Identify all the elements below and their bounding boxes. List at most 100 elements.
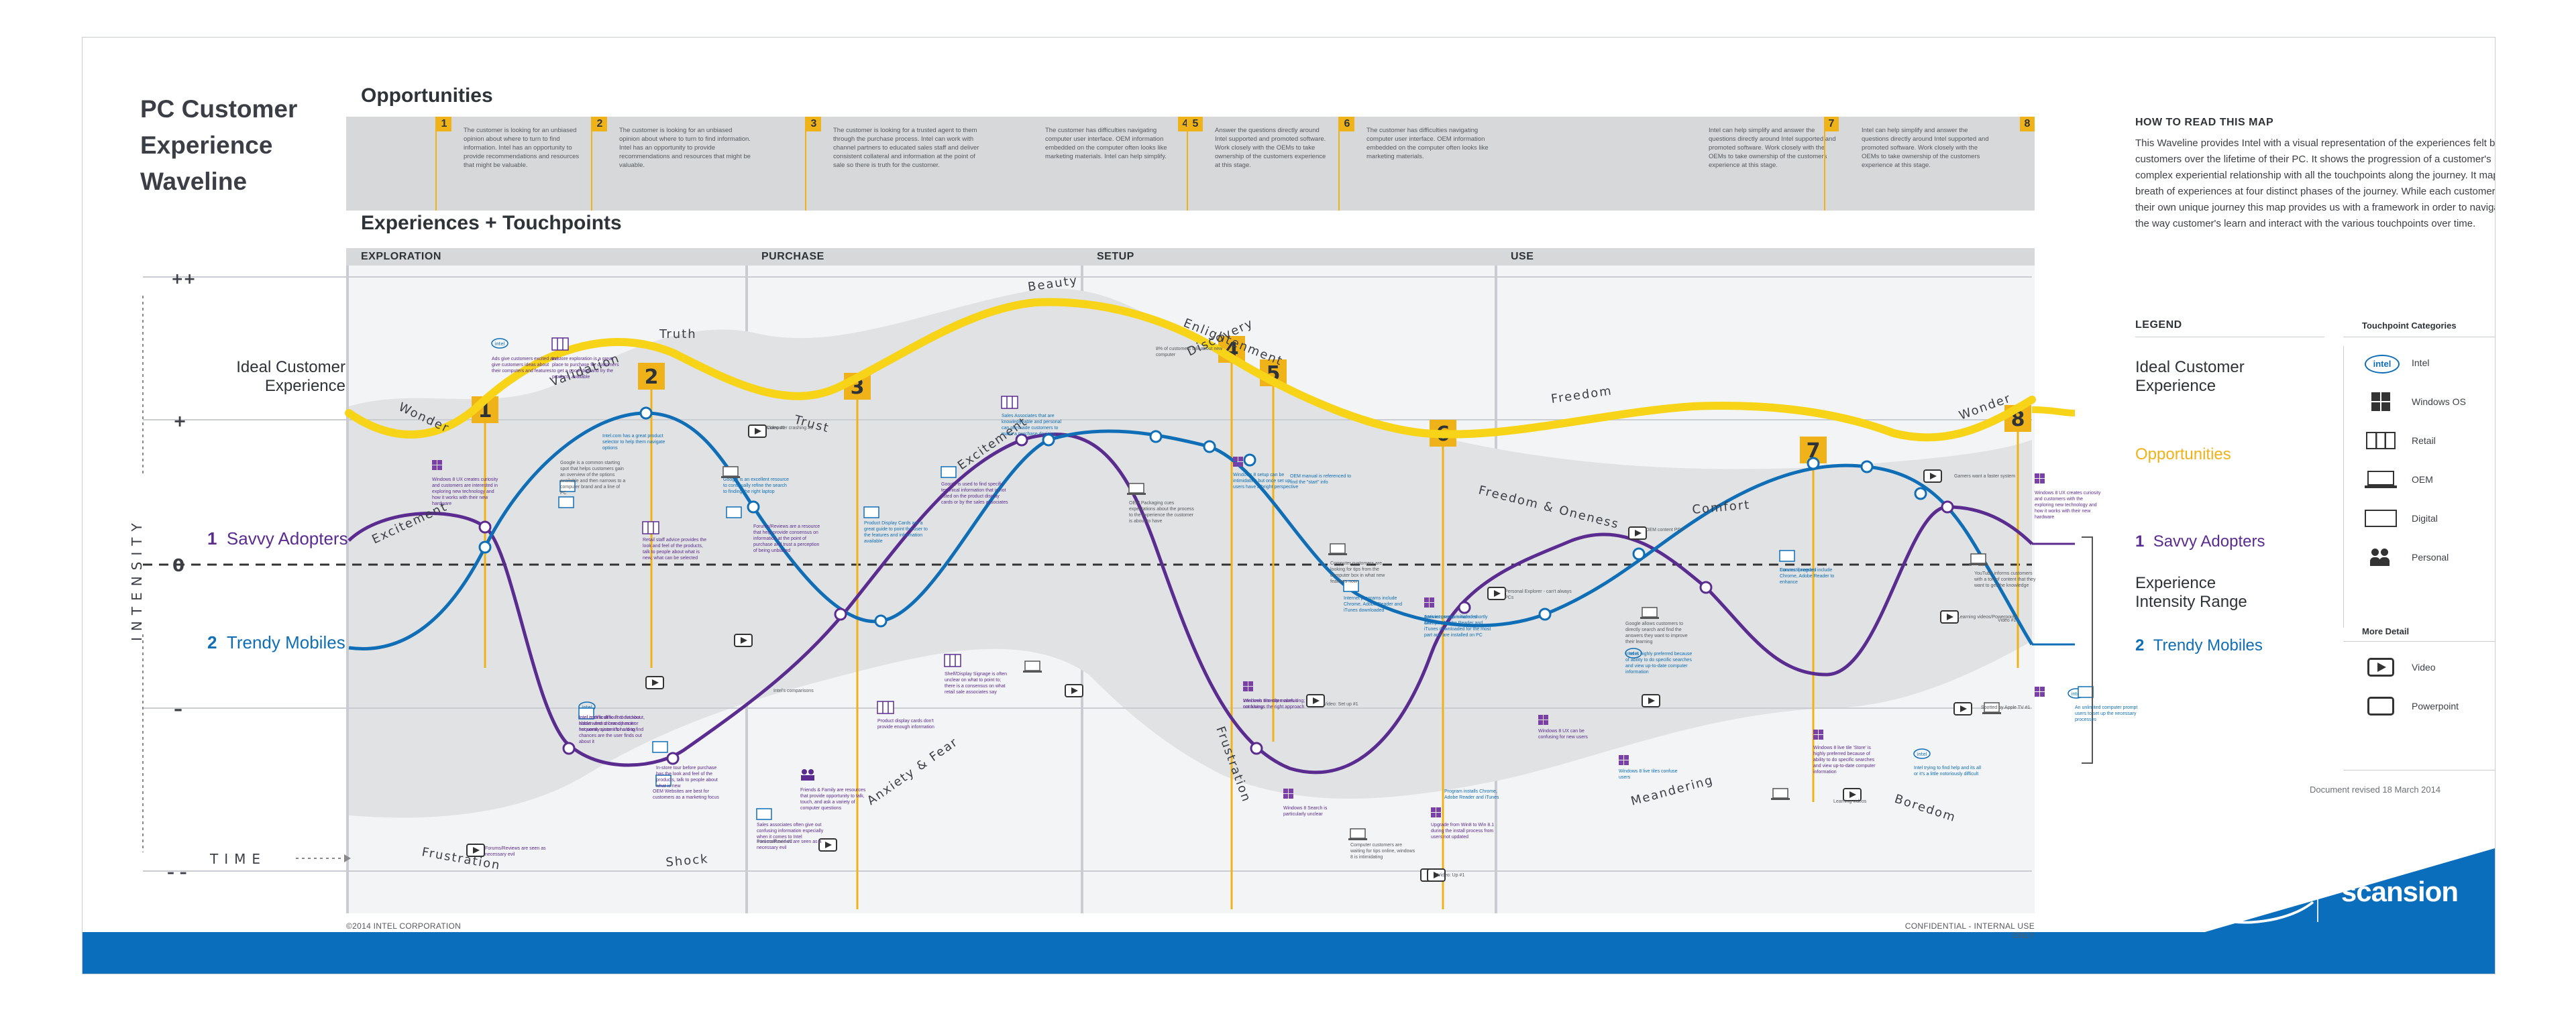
opportunity-card-6: 6 The customer has difficulties navigati… [1338,117,1633,211]
opportunity-text: Intel can help simplify and answer the q… [1862,127,1989,169]
retail-icon [944,654,961,667]
opportunity-text: Intel can help simplify and answer the q… [1709,127,1836,169]
legend-range: Experience Intensity Range [2135,574,2247,611]
howto-title: HOW TO READ THIS MAP [2135,117,2274,128]
touchpoint-note: Intel is difficult to find out about, hi… [579,716,645,732]
trendy-touchpoint [1149,430,1163,443]
howto-text: This Waveline provides Intel with a visu… [2135,137,2496,229]
trendy-touchpoint [1632,547,1646,561]
touchpoint-note: OEM Websites are best for customers as a… [653,789,719,800]
confidential: CONFIDENTIAL - INTERNAL USE ONLY [1904,921,2035,940]
touchpoint-note: Forums/Reviews are a resource that help … [753,524,820,553]
touchpoint-note: Windows 8 UX creates curiosity and custo… [2035,491,2101,520]
touchpoint-note: YouTube informs customers with a ton of … [1974,571,2036,588]
video-icon [645,676,664,689]
savvy-touchpoint [1250,742,1263,755]
legend-category-windows-os: Windows OS [2363,392,2466,412]
legend-more-powerpoint: Powerpoint [2363,695,2459,718]
trendy-touchpoint [1807,457,1820,470]
video-icon [734,634,753,647]
touchpoint-note: Intel is highly preferred because of abi… [1625,652,1693,675]
phase-exploration: EXPLORATION [361,251,441,262]
retail-icon [642,521,659,534]
touchpoint-note: Google is used to find specific technica… [941,482,1008,505]
trendy-touchpoint [1860,460,1874,473]
trendy-text: Trendy Mobiles [226,632,345,652]
trendy-touchpoint [1538,608,1552,621]
touchpoint-note: OEM content PCs [1646,528,1684,532]
windows-icon [1431,807,1441,817]
time-axis-arrow [344,854,351,862]
legend-category-retail: Retail [2363,431,2436,451]
brand-divider [2316,861,2318,922]
touchpoint-icons: intel intel intel intel intel [432,337,2094,882]
laptop-icon [2363,469,2400,490]
digital-icon [756,808,772,820]
video-icon [818,838,837,852]
touchpoint-note: Friends & Family are resources that prov… [800,788,866,811]
touchpoint-note: Personal Explorer - can't always PCs [1505,589,1572,600]
touchpoint-note: Intel web site often confusing; not alwa… [1243,699,1305,709]
touchpoint-note: Shelf/Display Signage is often unclear o… [945,672,1007,695]
touchpoint-note: Google is a common starting spot that he… [560,461,626,496]
windows-icon [1243,681,1253,691]
digital-icon [1343,580,1359,592]
laptop-icon [721,466,740,478]
digital-icon [2078,686,2094,698]
touchpoint-note: OEM Packaging cues expectations about th… [1129,501,1194,524]
touchpoint-note: Sales associates often give out confusin… [757,823,824,840]
trendy-touchpoint-dots [478,406,1927,628]
touchpoint-note: Forums/Reviews are seen as a necessary e… [757,840,822,850]
touchpoint-note: Google is an excellent resource to conti… [723,477,790,494]
intel-logo: intel [2204,869,2294,914]
opportunity-num: 8 [2020,117,2035,131]
opportunity-marker-num: 7 [1807,439,1821,463]
trendy-touchpoint [478,540,492,554]
touchpoint-note: Learning videos [1833,799,1867,804]
touchpoint-note: Video: Up #1 [1438,873,1465,878]
touchpoint-note: Windows 8 live tiles confuse users [1619,769,1678,780]
digital-icon [863,506,879,518]
more-detail-title: More Detail [2362,626,2410,636]
digital-icon [558,496,574,508]
touchpoint-note: Ads give customers excited and give cust… [492,357,558,374]
windows-icon [1233,457,1243,467]
savvy-touchpoint [1941,500,1954,514]
touchpoint-note: Intel's comparisons [773,689,814,693]
windows-icon [2035,473,2045,483]
phase-divider [346,266,349,913]
touchpoint-note: Intel confused #2 [757,840,793,844]
intel-icon: intel [491,338,508,349]
opportunity-num: 3 [806,117,821,131]
categories-title: Touchpoint Categories [2362,321,2457,331]
ideal-word-truth: Truth [659,327,697,341]
legend-more-label: Powerpoint [2412,701,2459,711]
legend-vertical-rule [2343,346,2344,628]
opportunity-num: 6 [1340,117,1354,131]
opportunity-card-1: 1 The customer is looking for an unbiase… [435,117,591,211]
legend-category-label: Windows OS [2412,396,2466,407]
laptop-icon [1023,661,1042,673]
trendy-touchpoint [639,406,653,420]
video-icon [1940,610,1959,624]
savvy-text: Savvy Adopters [226,528,348,549]
opportunity-text: Answer the questions directly around Int… [1215,127,1326,169]
savvy-touchpoint [478,520,492,534]
ideal-legend-connector [2031,406,2076,416]
touchpoint-note: Windows 8 UX creates curiosity and custo… [432,477,498,506]
tick-zero: 0 [172,556,184,576]
ideal-label-left: Ideal Customer Experience [236,358,345,395]
touchpoint-note: Computer crashing #2 [767,426,813,431]
digital-icon [559,480,576,492]
legend-category-label: OEM [2412,474,2433,485]
opportunity-card-3: 3 The customer is looking for a trusted … [805,117,1018,211]
touchpoint-note: In-store tour before purchase has the lo… [656,766,718,789]
legend-category-label: Digital [2412,513,2438,524]
retail-icon [1001,396,1018,409]
powerpoint-icon [2363,695,2400,718]
legend-savvy-num: 1 [2135,532,2145,551]
phase-setup: SETUP [1097,251,1134,262]
digital-icon [2363,508,2400,528]
touchpoint-note: Video #1 [767,426,786,431]
